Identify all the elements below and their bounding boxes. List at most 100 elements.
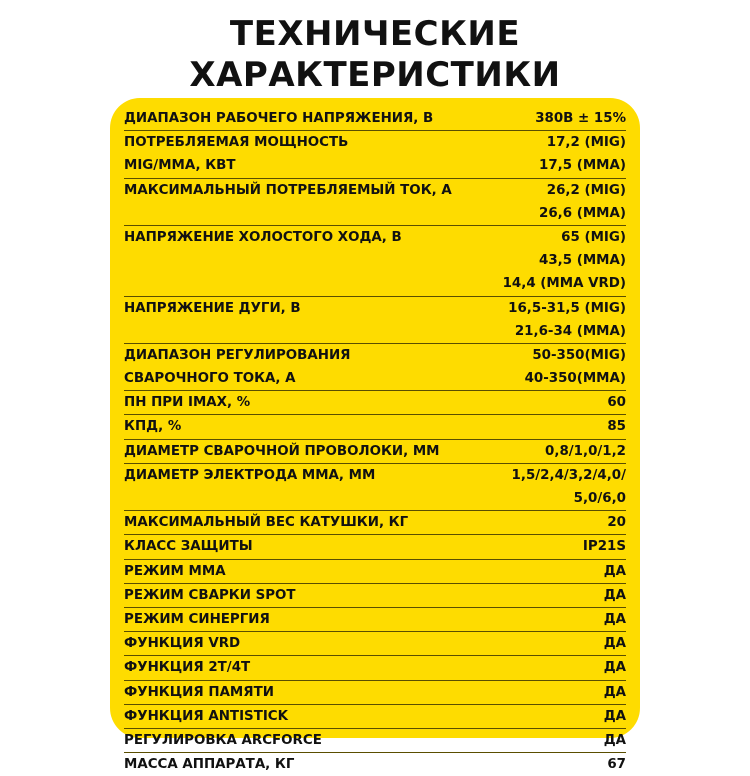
spec-label-line: ДИАПАЗОН РАБОЧЕГО НАПРЯЖЕНИЯ, В xyxy=(124,111,434,126)
spec-label-line: РЕЖИМ СВАРКИ SPOT xyxy=(124,587,296,603)
spec-value-line: 17,5 (MMA) xyxy=(539,158,626,174)
spec-value: 20 xyxy=(607,511,626,534)
spec-label-line: НАПРЯЖЕНИЕ ХОЛОСТОГО ХОДА, В xyxy=(124,229,402,245)
spec-label-line: ПОТРЕБЛЯЕМАЯ МОЩНОСТЬ xyxy=(124,135,349,151)
spec-label: ФУНКЦИЯ VRD xyxy=(124,632,240,655)
spec-label-line: ФУНКЦИЯ ANTISTICK xyxy=(124,708,289,724)
spec-row: МАССА АППАРАТА, КГ 67 xyxy=(124,753,626,776)
spec-value: 50-350(MIG) 40-350(MMA) xyxy=(525,344,626,390)
spec-label-line: КЛАСС ЗАЩИТЫ xyxy=(124,539,253,555)
spec-value-line: 85 xyxy=(607,419,626,435)
spec-value: ДА xyxy=(604,584,626,607)
spec-label: РЕГУЛИРОВКА ARCFORCE xyxy=(124,729,322,752)
spec-value-line: 40-350(MMA) xyxy=(524,371,626,387)
spec-value: ДА xyxy=(604,560,626,583)
spec-label-line: КПД, % xyxy=(124,419,182,435)
spec-row: МАКСИМАЛЬНЫЙ ПОТРЕБЛЯЕМЫЙ ТОК, А 26,2 (MI… xyxy=(124,179,626,226)
spec-row: ДИАМЕТР ЭЛЕКТРОДА ММА, ММ 1,5/2,4/3,2/4,0… xyxy=(124,464,626,512)
spec-label-line: СВАРОЧНОГО ТОКА, А xyxy=(124,371,296,387)
spec-value-line: 380В ± 15% xyxy=(535,111,626,126)
spec-value: ДА xyxy=(604,729,626,752)
spec-value-line: 43,5 (MMA) xyxy=(539,253,626,269)
spec-row: ФУНКЦИЯ ANTISTICK ДА xyxy=(124,705,626,729)
spec-value-line: 21,6-34 (MMA) xyxy=(514,323,626,339)
spec-row: РЕЖИМ СВАРКИ SPOT ДА xyxy=(124,584,626,608)
spec-row: РЕЖИМ СИНЕРГИЯ ДА xyxy=(124,608,626,633)
spec-row: РЕГУЛИРОВКА ARCFORCE ДА xyxy=(124,729,626,754)
spec-label-line: ФУНКЦИЯ VRD xyxy=(124,636,241,652)
spec-label-line: ДИАМЕТР СВАРОЧНОЙ ПРОВОЛОКИ, ММ xyxy=(124,443,440,459)
spec-value-line: ДА xyxy=(603,708,626,724)
page-title: ТЕХНИЧЕСКИЕ ХАРАКТЕРИСТИКИ xyxy=(0,14,750,96)
spec-row: НАПРЯЖЕНИЕ ХОЛОСТОГО ХОДА, В 65 (MIG) 43,5… xyxy=(124,226,626,297)
spec-row: МАКСИМАЛЬНЫЙ ВЕС КАТУШКИ, КГ 20 xyxy=(124,511,626,536)
spec-value: 16,5-31,5 (MIG) 21,6-34 (MMA) xyxy=(508,297,626,343)
spec-value: ДА xyxy=(604,705,626,728)
spec-label: КЛАСС ЗАЩИТЫ xyxy=(124,535,253,558)
spec-label-line: ПН ПРИ IMAX, % xyxy=(124,395,251,411)
spec-value-line: ДА xyxy=(603,660,626,676)
spec-label: КПД, % xyxy=(124,415,181,438)
spec-label-line: MIG/MMA, КВТ xyxy=(124,158,236,174)
spec-value-line: 26,2 (MIG) xyxy=(546,182,626,198)
spec-value: ДА xyxy=(604,608,626,631)
spec-label-line: МАССА АППАРАТА, КГ xyxy=(124,757,295,773)
spec-row: ПОТРЕБЛЯЕМАЯ МОЩНОСТЬ MIG/MMA, КВТ 17,2 (M… xyxy=(124,131,626,179)
spec-value: 380В ± 15% xyxy=(535,107,626,130)
spec-label: МАКСИМАЛЬНЫЙ ПОТРЕБЛЯЕМЫЙ ТОК, А xyxy=(124,179,452,225)
spec-value-line: ДА xyxy=(603,611,626,627)
spec-row: ДИАПАЗОН РЕГУЛИРОВАНИЯ СВАРОЧНОГО ТОКА, А… xyxy=(124,344,626,392)
spec-value-line: ДА xyxy=(603,636,626,652)
spec-value-line: 26,6 (MMA) xyxy=(539,205,626,221)
spec-row: НАПРЯЖЕНИЕ ДУГИ, В 16,5-31,5 (MIG) 21,6-34… xyxy=(124,297,626,344)
spec-label: ДИАПАЗОН РАБОЧЕГО НАПРЯЖЕНИЯ, В xyxy=(124,107,433,130)
spec-value: ДА xyxy=(604,632,626,655)
spec-row: ФУНКЦИЯ VRD ДА xyxy=(124,632,626,657)
spec-label-line: РЕГУЛИРОВКА ARCFORCE xyxy=(124,732,322,748)
spec-value: 67 xyxy=(607,753,626,776)
spec-value: 1,5/2,4/3,2/4,0/5,0/6,0 xyxy=(512,464,626,510)
spec-value: ДА xyxy=(604,681,626,704)
spec-label: ФУНКЦИЯ 2Т/4Т xyxy=(124,656,250,679)
spec-value: 65 (MIG) 43,5 (MMA) 14,4 (MMA VRD) xyxy=(503,226,626,296)
spec-value-line: 67 xyxy=(607,757,626,773)
specs-table: ДИАПАЗОН РАБОЧЕГО НАПРЯЖЕНИЯ, В 380В ± 15… xyxy=(124,107,626,776)
spec-row: ФУНКЦИЯ 2Т/4Т ДА xyxy=(124,656,626,681)
spec-label: ДИАМЕТР ЭЛЕКТРОДА ММА, ММ xyxy=(124,464,375,510)
spec-label-line: РЕЖИМ СИНЕРГИЯ xyxy=(124,611,270,627)
spec-label-line: МАКСИМАЛЬНЫЙ ВЕС КАТУШКИ, КГ xyxy=(124,515,409,531)
spec-label: ПН ПРИ IMAX, % xyxy=(124,391,250,414)
spec-label-line: ФУНКЦИЯ ПАМЯТИ xyxy=(124,684,274,700)
spec-value-line: 0,8/1,0/1,2 xyxy=(545,443,626,459)
spec-value: 17,2 (MIG) 17,5 (MMA) xyxy=(539,131,626,177)
spec-label-line: ДИАПАЗОН РЕГУЛИРОВАНИЯ xyxy=(124,347,351,363)
spec-label: НАПРЯЖЕНИЕ ХОЛОСТОГО ХОДА, В xyxy=(124,226,402,296)
spec-row: КЛАСС ЗАЩИТЫ IP21S xyxy=(124,535,626,560)
spec-row: РЕЖИМ ММА ДА xyxy=(124,560,626,584)
spec-label: ПОТРЕБЛЯЕМАЯ МОЩНОСТЬ MIG/MMA, КВТ xyxy=(124,131,348,177)
spec-value: 85 xyxy=(607,415,626,438)
spec-value-line: 20 xyxy=(607,515,626,531)
spec-value-line: 5,0/6,0 xyxy=(573,491,626,506)
spec-value: IP21S xyxy=(583,535,626,558)
spec-label: ДИАПАЗОН РЕГУЛИРОВАНИЯ СВАРОЧНОГО ТОКА, А xyxy=(124,344,350,390)
spec-value-line: IP21S xyxy=(582,539,626,555)
spec-value: 26,2 (MIG) 26,6 (MMA) xyxy=(539,179,626,225)
spec-label: ДИАМЕТР СВАРОЧНОЙ ПРОВОЛОКИ, ММ xyxy=(124,440,440,463)
spec-label: МАССА АППАРАТА, КГ xyxy=(124,753,294,776)
spec-value: ДА xyxy=(604,656,626,679)
spec-value: 60 xyxy=(607,391,626,414)
spec-label: ФУНКЦИЯ ПАМЯТИ xyxy=(124,681,274,704)
spec-value-line: 65 (MIG) xyxy=(561,229,626,245)
title-line-2: ХАРАКТЕРИСТИКИ xyxy=(189,55,561,95)
spec-label-line: ФУНКЦИЯ 2Т/4Т xyxy=(124,660,251,676)
spec-value-line: 60 xyxy=(607,395,626,411)
spec-row: ФУНКЦИЯ ПАМЯТИ ДА xyxy=(124,681,626,705)
spec-label-line: НАПРЯЖЕНИЕ ДУГИ, В xyxy=(124,300,301,316)
spec-value-line: 1,5/2,4/3,2/4,0/ xyxy=(511,467,626,483)
spec-value-line: ДА xyxy=(603,587,626,603)
spec-value-line: ДА xyxy=(603,563,626,579)
spec-value: 0,8/1,0/1,2 xyxy=(545,440,626,463)
spec-row: ПН ПРИ IMAX, % 60 xyxy=(124,391,626,416)
spec-label-line: МАКСИМАЛЬНЫЙ ПОТРЕБЛЯЕМЫЙ ТОК, А xyxy=(124,182,452,198)
